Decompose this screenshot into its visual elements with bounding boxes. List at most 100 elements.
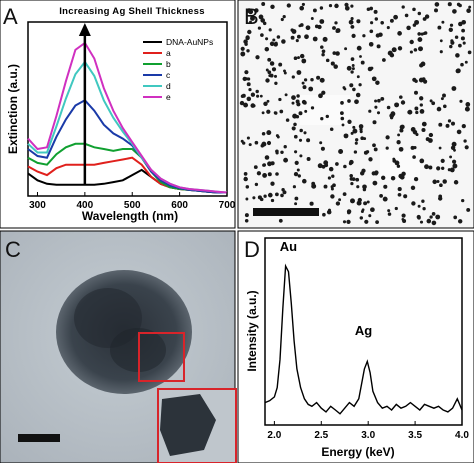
nanoparticle-dot [437,25,442,30]
nanoparticle-dot [434,2,440,7]
nanoparticle-dot [407,109,413,115]
nanoparticle-dot [440,158,445,163]
nanoparticle-dot [260,18,266,23]
nanoparticle-dot [371,76,377,82]
nanoparticle-dot [264,46,270,52]
nanoparticle-dot [429,215,433,219]
nanoparticle-dot [328,3,333,8]
nanoparticle-dot [421,127,426,133]
nanoparticle-dot [426,218,432,224]
nanoparticle-dot [464,60,468,64]
nanoparticle-dot [243,39,248,44]
nanoparticle-dot [417,37,423,43]
nanoparticle-dot [325,114,329,119]
nanoparticle-dot [380,21,384,25]
nanoparticle-dot [368,109,372,113]
nanoparticle-dot [359,130,363,134]
nanoparticle-dot [301,81,305,85]
nanoparticle-dot [385,135,390,140]
nanoparticle-dot [428,165,433,170]
nanoparticle-dot [256,94,260,98]
nanoparticle-dot [399,95,403,99]
nanoparticle-dot [415,110,419,115]
nanoparticle-dot [421,121,427,127]
nanoparticle-dot [282,190,287,195]
nanoparticle-dot [350,24,355,29]
nanoparticle-dot [462,41,466,45]
nanoparticle-dot [352,125,356,129]
legend-label: DNA-AuNPs [166,37,213,47]
nanoparticle-dot [333,64,338,69]
nanoparticle-dot [262,21,267,26]
nanoparticle-dot [356,200,362,206]
nanoparticle-dot [293,134,298,139]
nanoparticle-dot [341,123,345,127]
nanoparticle-dot [355,177,360,182]
nanoparticle-dot [399,125,404,130]
nanoparticle-dot [335,162,339,166]
legend-label: a [166,48,171,58]
nanoparticle-dot [349,83,354,88]
nanoparticle-dot [391,47,397,53]
nanoparticle-dot [393,14,398,20]
nanoparticle-dot [316,75,321,80]
nanoparticle-dot [386,105,391,110]
nanoparticle-dot [304,109,308,113]
nanoparticle-dot [465,102,471,107]
nanoparticle-dot [299,154,303,158]
nanoparticle-dot [406,25,411,31]
nanoparticle-dot [383,184,388,189]
nanoparticle-dot [306,138,311,143]
nanoparticle-dot [265,78,270,83]
nanoparticle-dot [428,132,434,138]
nanoparticle-dot [366,7,371,12]
nanoparticle-dot [436,106,442,112]
nanoparticle-dot [301,2,305,6]
nanoparticle-dot [439,39,443,43]
nanoparticle-dot [292,185,296,189]
nanoparticle-dot [447,119,452,123]
panel-d-frame [237,230,474,463]
nanoparticle-dot [410,185,416,191]
nanoparticle-dot [417,204,421,208]
nanoparticle-dot [245,197,249,201]
nanoparticle-dot [347,119,352,124]
nanoparticle-dot [451,141,457,147]
nanoparticle-dot [354,141,358,145]
nanoparticle-dot [276,135,280,139]
nanoparticle-dot [467,50,472,55]
nanoparticle-dot [253,165,258,170]
panel-a-x-ticks: 300 400 500 600 700 [29,192,236,211]
nanoparticle-dot [351,33,356,39]
panel-c-selection-box [138,332,185,382]
nanoparticle-dot [262,163,266,167]
peak-label-ag: Ag [355,323,372,338]
nanoparticle-dot [259,197,264,202]
nanoparticle-dot [310,77,314,82]
nanoparticle-dot [275,192,279,197]
nanoparticle-dot [244,70,249,75]
nanoparticle-dot [356,19,361,24]
nanoparticle-dot [344,5,350,11]
panel-b-scale-bar [253,208,319,216]
nanoparticle-dot [457,219,463,224]
nanoparticle-dot [267,70,272,75]
nanoparticle-dot [404,13,409,18]
nanoparticle-dot [284,93,288,97]
nanoparticle-dot [414,106,419,111]
nanoparticle-dot [399,128,404,133]
panel-a-ylabel: Extinction (a.u.) [6,64,20,154]
nanoparticle-dot [296,70,302,75]
nanoparticle-dot [338,149,344,154]
increase-arrow-head [78,23,91,36]
nanoparticle-dot [260,144,265,148]
nanoparticle-dot [340,101,344,105]
nanoparticle-dot [360,60,365,65]
panel-b-letter: B [244,4,259,29]
panel-a-title: Increasing Ag Shell Thickness [59,6,205,17]
nanoparticle-dot [423,31,428,35]
nanoparticle-dot [461,19,467,25]
nanoparticle-dot [261,111,265,115]
nanoparticle-dot [449,23,454,27]
